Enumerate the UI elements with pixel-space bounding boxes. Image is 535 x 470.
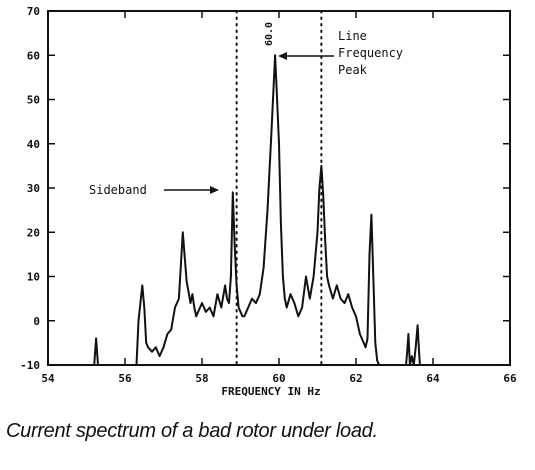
annotation-line: Line [338, 29, 367, 43]
y-tick-label: 0 [33, 315, 40, 328]
sideband-reference-lines [235, 10, 323, 366]
y-tick-label: 10 [27, 271, 40, 284]
peak-arrow-head [278, 52, 287, 60]
peak-value-label: 60.0 [264, 22, 275, 46]
x-tick-label: 62 [349, 372, 362, 385]
y-tick-label: 40 [27, 138, 40, 151]
x-tick-label: 60 [272, 372, 285, 385]
y-tick-label: 60 [27, 49, 40, 62]
annotation-frequency: Frequency [338, 46, 403, 60]
sideband-annotation: Sideband [89, 183, 219, 197]
x-tick-label: 58 [195, 372, 208, 385]
x-tick-label: 66 [503, 372, 517, 385]
x-axis-title: FREQUENCY IN Hz [221, 385, 320, 398]
y-tick-label: 70 [27, 5, 40, 18]
y-tick-label: 50 [27, 94, 40, 107]
sideband-arrow-head [210, 186, 219, 194]
y-tick-labels: -10 0 10 20 30 40 50 60 70 [20, 5, 40, 372]
spectrum-chart: -10 0 10 20 30 40 50 60 70 54 56 58 60 62 64 66 FREQUE… [20, 5, 517, 398]
line-frequency-peak-annotation: Line Frequency Peak [278, 29, 403, 77]
y-tick-label: 30 [27, 182, 40, 195]
figure-caption: Current spectrum of a bad rotor under lo… [6, 420, 378, 442]
y-tick-label: 20 [27, 226, 40, 239]
x-tick-label: 56 [118, 372, 132, 385]
y-tick-label: -10 [20, 359, 40, 372]
x-tick-label: 64 [426, 372, 440, 385]
annotation-peak: Peak [338, 63, 368, 77]
spectrum-series-line [93, 54, 422, 366]
annotation-sideband: Sideband [89, 183, 147, 197]
axis-ticks [47, 10, 511, 366]
x-tick-label: 54 [41, 372, 55, 385]
x-tick-labels: 54 56 58 60 62 64 66 [41, 372, 517, 385]
